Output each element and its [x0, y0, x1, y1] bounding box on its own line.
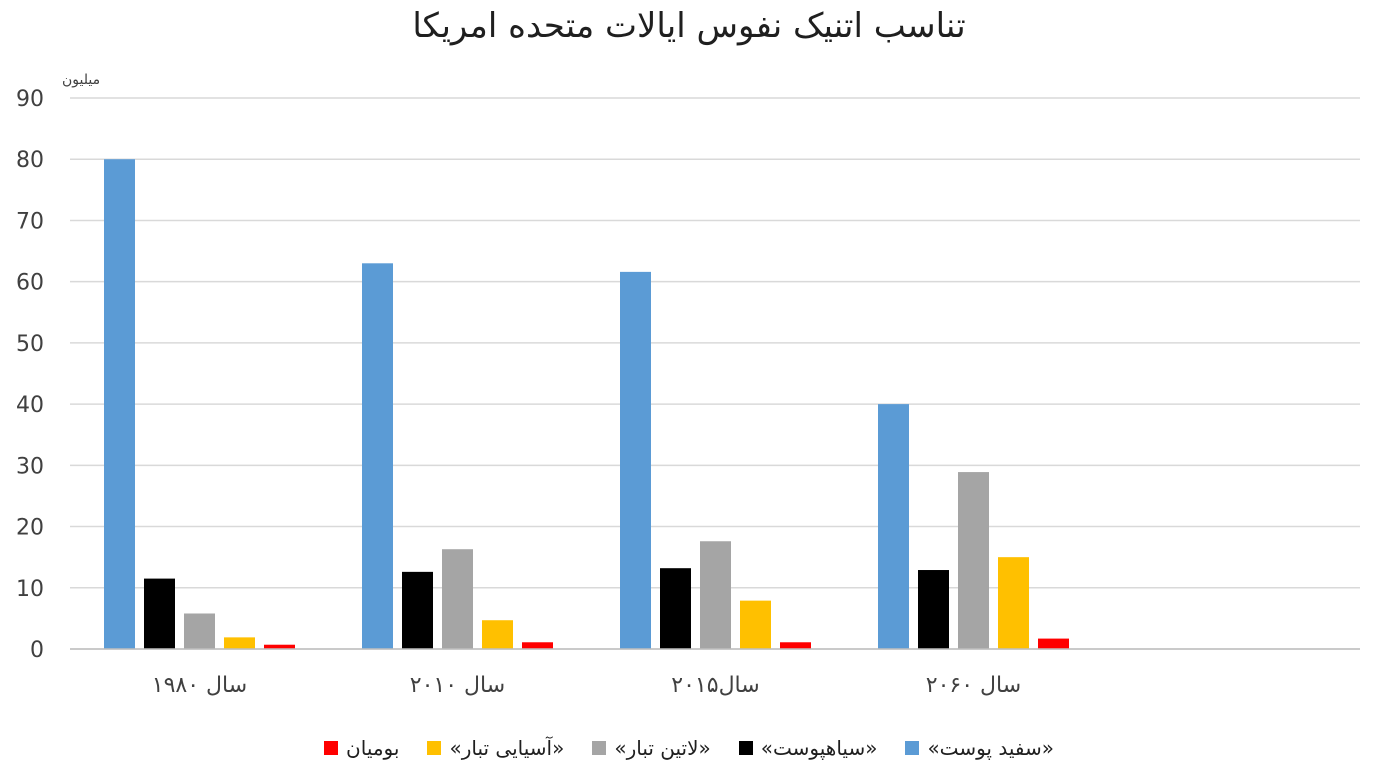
bar-2-0	[620, 271, 651, 649]
y-tick-label: 10	[16, 577, 44, 602]
x-tick-label: سال۲۰۱۵	[671, 673, 759, 698]
legend-swatch	[905, 741, 920, 755]
bar-0-3	[224, 637, 255, 649]
bar-3-3	[998, 557, 1029, 649]
bar-0-2	[184, 613, 215, 649]
legend: «سفید پوست» «سیاهپوست» «لاتین تبار» «آسیایی…	[0, 733, 1378, 763]
x-tick-label: سال ۲۰۶۰	[926, 673, 1021, 698]
bar-1-3	[482, 620, 513, 649]
y-axis-unit-label: میلیون	[62, 72, 101, 88]
y-tick-label: 40	[16, 393, 44, 418]
y-tick-label: 20	[16, 516, 44, 541]
y-tick-label: 50	[16, 332, 44, 357]
x-tick-label: سال ۲۰۱۰	[410, 673, 505, 698]
bar-3-2	[958, 472, 989, 649]
plot-area: 0 10 20 30 40 50 60 70 80 90 سال ۱۹۸۰ سال ۲۰۱۰ سال۲۰…	[16, 87, 1360, 698]
y-tick-label: 60	[16, 271, 44, 296]
bar-2-4	[780, 642, 811, 649]
legend-label: «سیاهپوست»	[760, 736, 878, 760]
legend-swatch	[324, 741, 339, 755]
bar-1-0	[362, 263, 393, 649]
legend-item: «سیاهپوست»	[738, 736, 878, 760]
chart-title: تناسب اتنیک نفوس ایالات متحده امریکا	[412, 6, 966, 46]
legend-swatch	[738, 741, 753, 755]
bar-1-1	[402, 571, 433, 649]
y-tick-label: 0	[30, 638, 44, 663]
x-tick-label: سال ۱۹۸۰	[152, 673, 247, 698]
y-tick-label: 30	[16, 454, 44, 479]
bar-0-0	[104, 159, 135, 649]
legend-swatch	[427, 741, 442, 755]
legend-item: بومیان	[324, 736, 399, 760]
bar-3-4	[1038, 638, 1069, 649]
bar-3-1	[918, 570, 949, 649]
legend-item: «آسیایی تبار»	[427, 736, 564, 760]
bar-3-0	[878, 404, 909, 649]
legend-label: «لاتین تبار»	[614, 736, 711, 760]
bar-2-3	[740, 600, 771, 649]
y-tick-label: 90	[16, 87, 44, 112]
legend-label: بومیان	[346, 736, 400, 760]
legend-item: «لاتین تبار»	[592, 736, 711, 760]
legend-item: «سفید پوست»	[905, 736, 1054, 760]
bar-1-2	[442, 549, 473, 649]
bar-0-1	[144, 578, 175, 649]
bar-1-4	[522, 642, 553, 649]
bar-2-1	[660, 568, 691, 649]
y-tick-label: 70	[16, 209, 44, 234]
y-tick-label: 80	[16, 148, 44, 173]
legend-label: «آسیایی تبار»	[449, 736, 565, 760]
bar-2-2	[700, 541, 731, 649]
legend-swatch	[592, 741, 607, 755]
legend-label: «سفید پوست»	[927, 736, 1054, 760]
bar-0-4	[264, 644, 295, 649]
